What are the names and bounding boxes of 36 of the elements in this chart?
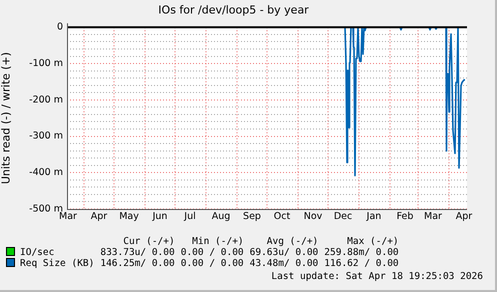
x-tick-label: Mar bbox=[424, 211, 442, 222]
x-tick-label: Jul bbox=[183, 211, 196, 222]
text: Cur (-/+) bbox=[122, 236, 176, 247]
x-tick-label: Dec bbox=[334, 211, 352, 222]
x-tick-label: Mar bbox=[59, 211, 78, 222]
text: Min (-/+) bbox=[191, 236, 245, 247]
x-tick-label: Apr bbox=[90, 211, 108, 222]
x-tick-label: Jan bbox=[366, 211, 382, 222]
x-tick-label: Aug bbox=[212, 211, 230, 222]
text: Last update: Sat Apr 18 19:25:03 2026 bbox=[271, 271, 483, 282]
text: 0.00 / 0.00 bbox=[180, 247, 245, 258]
text: 69.63u/ 0.00 bbox=[250, 247, 320, 258]
y-tick-label: -200 m bbox=[29, 94, 63, 106]
text: 259.88m/ 0.00 bbox=[324, 247, 400, 258]
y-tick-label: -300 m bbox=[29, 130, 63, 142]
chart-title: IOs for /dev/loop5 - by year bbox=[158, 3, 310, 16]
y-tick-label: 0 bbox=[56, 22, 63, 33]
text: 43.48m/ 0.00 bbox=[250, 258, 320, 269]
x-tick-label: Oct bbox=[274, 211, 290, 222]
text: 116.62 / 0.00 bbox=[324, 258, 400, 269]
x-tick-label: Feb bbox=[396, 211, 414, 222]
x-tick-label: Apr bbox=[456, 211, 472, 222]
y-axis-title: Units read (-) / write (+) bbox=[0, 52, 12, 184]
text: Max (-/+) bbox=[346, 236, 400, 247]
text: Avg (-/+) bbox=[266, 236, 320, 247]
y-tick-label: -400 m bbox=[29, 167, 63, 178]
text: 0.00 / 0.00 bbox=[180, 258, 245, 269]
legend-label: Req Size (KB) bbox=[19, 258, 96, 269]
legend-label: IO/sec bbox=[19, 247, 56, 258]
x-tick-label: Nov bbox=[304, 211, 323, 222]
text: 833.73u/ 0.00 bbox=[100, 247, 176, 258]
x-tick-label: May bbox=[119, 211, 140, 222]
text: 146.25m/ 0.00 bbox=[100, 258, 176, 269]
x-tick-label: Jun bbox=[152, 211, 168, 222]
y-tick-label: -100 m bbox=[29, 58, 63, 70]
x-tick-label: Sep bbox=[243, 211, 261, 222]
